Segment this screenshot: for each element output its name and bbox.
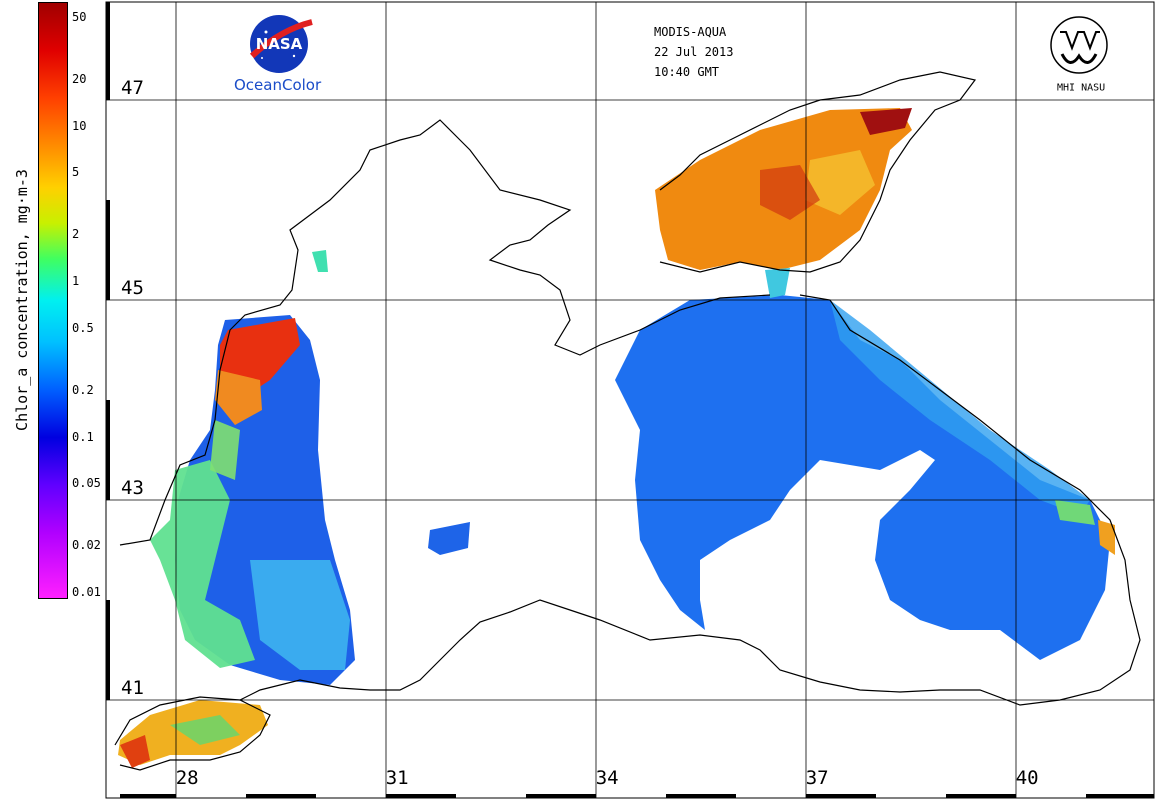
caucasus-coast-orange: [1098, 520, 1115, 555]
colorbar-tick-label: 1: [72, 274, 80, 289]
danube-plume-green: [210, 420, 240, 480]
caucasus-coast-green: [1055, 500, 1095, 525]
date-label: 22 Jul 2013: [654, 45, 734, 59]
marmara-green: [170, 715, 240, 745]
longitude-label: 31: [385, 767, 409, 789]
colorbar-tick-label: 0.05: [72, 476, 101, 491]
colorbar: [38, 2, 68, 599]
marmara-coast: [114, 696, 271, 771]
colorbar-tick-label: 10: [72, 118, 87, 133]
colorbar-tick-label: 0.1: [72, 429, 94, 444]
colorbar-tick-label: 2: [72, 227, 80, 242]
graticule: [106, 2, 1154, 798]
eastern-rim-cyan: [830, 300, 1090, 515]
coastline: [114, 71, 1141, 771]
northwest-coast: [119, 119, 771, 546]
nasa-caption: OceanColor: [234, 76, 322, 94]
sensor-label: MODIS-AQUA: [654, 25, 727, 39]
colorbar-tick-label: 20: [72, 71, 87, 86]
longitude-label: 28: [175, 767, 199, 789]
longitude-label: 37: [805, 767, 829, 789]
left-scale-bar: [106, 2, 110, 700]
svg-text:NASA: NASA: [256, 35, 303, 53]
latitude-label: 47: [120, 77, 145, 99]
acquisition-info: MODIS-AQUA 22 Jul 2013 10:40 GMT: [654, 22, 733, 82]
danube-plume-orange: [215, 370, 262, 425]
mhi-logo: [1050, 16, 1108, 74]
central-patch: [428, 522, 470, 555]
colorbar-tick-label: 0.2: [72, 382, 94, 397]
mhi-caption: MHI NASU: [1057, 82, 1106, 94]
colorbar-tick-label: 0.5: [72, 320, 94, 335]
kerch-plume: [765, 268, 790, 298]
time-label: 10:40 GMT: [654, 65, 720, 79]
colorbar-tick-label: 50: [72, 10, 87, 24]
eastern-basin-field: [615, 295, 1110, 660]
azov-red-patch: [760, 165, 820, 220]
longitude-label: 34: [595, 767, 619, 789]
western-shelf-cyan: [250, 560, 350, 670]
longitude-label: 40: [1015, 767, 1039, 789]
colorbar-tick-label: 5: [72, 165, 80, 180]
colorbar-tick-label: 0.01: [72, 585, 101, 599]
marmara-hotspot: [120, 735, 150, 768]
bottom-scale-bar: [120, 794, 1154, 798]
chlorophyll-field: [118, 108, 1115, 768]
nasa-logo: NASA: [249, 15, 313, 73]
latitude-label: 45: [120, 277, 145, 299]
colorbar-tick-label: 0.02: [72, 538, 101, 553]
azov-yellow-patch: [805, 150, 875, 215]
latitude-label: 41: [120, 677, 145, 699]
odessa-plume: [312, 250, 328, 272]
caucasus-coast: [239, 294, 1141, 706]
azov-hotspot: [860, 108, 912, 135]
latitude-label: 43: [120, 477, 145, 499]
